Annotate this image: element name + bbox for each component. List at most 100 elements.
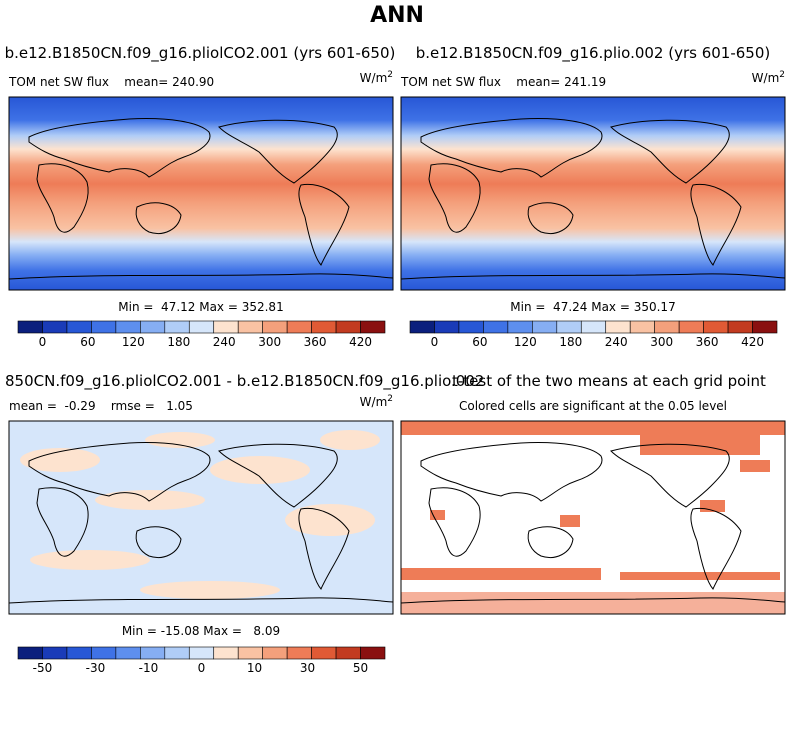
map-frame (8, 96, 394, 291)
map-frame (400, 420, 786, 615)
panel-title: b.e12.B1850CN.f09_g16.pliolCO2.001 (yrs … (5, 44, 396, 63)
colorbar-swatch (188, 646, 215, 660)
panel-title: 850CN.f09_g16.pliolCO2.001 - b.e12.B1850… (5, 372, 484, 391)
colorbar-label: 240 (605, 335, 628, 349)
colorbar-label: -50 (33, 661, 53, 675)
colorbar-swatch (66, 646, 92, 660)
map-field (9, 97, 393, 290)
colorbar-swatch (360, 320, 386, 334)
colorbar-swatch (164, 646, 190, 660)
colorbar-swatch (140, 320, 166, 334)
map-panel (400, 420, 786, 615)
colorbar-swatch (213, 320, 239, 334)
colorbar-swatch (335, 320, 361, 334)
colorbar-label: 360 (696, 335, 719, 349)
panel-title: t-test of the two means at each grid poi… (452, 372, 766, 390)
units-exponent: 2 (387, 394, 393, 404)
colorbar-swatch (115, 320, 141, 334)
colorbar-swatch (213, 646, 239, 660)
colorbar-swatch (140, 646, 166, 660)
colorbar-swatch (532, 320, 558, 334)
colorbar-label: 240 (213, 335, 236, 349)
colorbar-swatch (507, 320, 533, 334)
colorbar-swatch (237, 320, 263, 334)
colorbar-swatch (17, 320, 43, 334)
colorbar-label: -30 (86, 661, 106, 675)
colorbar-swatch (66, 320, 92, 334)
colorbar-swatch (678, 320, 704, 334)
colorbar-swatch (188, 320, 215, 334)
min-max: Min = -15.08 Max = 8.09 (122, 624, 280, 638)
colorbar-label: 60 (80, 335, 95, 349)
units-base: W/m (360, 71, 388, 85)
colorbar-swatch (91, 646, 117, 660)
colorbar-swatch (752, 320, 778, 334)
colorbar-swatch (91, 320, 117, 334)
colorbar-swatch (483, 320, 509, 334)
colorbar-swatch (42, 320, 68, 334)
colorbar-swatch (262, 320, 288, 334)
units: W/m2 (752, 70, 785, 85)
colorbar-swatch (17, 646, 43, 660)
colorbar-label: 120 (122, 335, 145, 349)
colorbar-swatch (703, 320, 729, 334)
colorbar-label: 0 (431, 335, 439, 349)
panel-header: TOM net SW flux mean= 241.19 (400, 75, 606, 89)
colorbar-swatch (311, 646, 337, 660)
colorbar-label: 300 (258, 335, 281, 349)
colorbar-swatch (434, 320, 460, 334)
min-max: Min = 47.12 Max = 352.81 (118, 300, 283, 314)
colorbar-swatch (115, 646, 141, 660)
panel-subtitle: Colored cells are significant at the 0.0… (459, 399, 727, 413)
colorbar-label: 0 (198, 661, 206, 675)
colorbar-swatch (42, 646, 68, 660)
panel-header: TOM net SW flux mean= 240.90 (8, 75, 214, 89)
colorbar-swatch (556, 320, 582, 334)
panel-header: mean = -0.29 rmse = 1.05 (9, 399, 193, 413)
panel-title: b.e12.B1850CN.f09_g16.plio.002 (yrs 601-… (416, 44, 771, 63)
units-exponent: 2 (779, 70, 785, 80)
colorbar-swatch (286, 320, 312, 334)
colorbar-swatch (286, 646, 312, 660)
min-max: Min = 47.24 Max = 350.17 (510, 300, 675, 314)
colorbar-label: 300 (650, 335, 673, 349)
colorbar-label: 10 (247, 661, 262, 675)
colorbar-swatch (727, 320, 753, 334)
units: W/m2 (360, 70, 393, 85)
map-panel (400, 96, 786, 291)
figure-title: ANN (370, 3, 424, 28)
colorbar-label: 120 (514, 335, 537, 349)
colorbar-label: 180 (167, 335, 190, 349)
map-field (401, 97, 785, 290)
units-exponent: 2 (387, 70, 393, 80)
colorbar-label: 50 (353, 661, 368, 675)
colorbar-swatch (335, 646, 361, 660)
colorbar-swatch (580, 320, 607, 334)
colorbar-label: 420 (741, 335, 764, 349)
colorbar-swatch (237, 646, 263, 660)
colorbar-swatch (605, 320, 631, 334)
colorbar-swatch (629, 320, 655, 334)
colorbar-swatch (360, 646, 386, 660)
colorbar-label: 60 (472, 335, 487, 349)
map-frame (400, 96, 786, 291)
colorbar-label: -10 (139, 661, 159, 675)
colorbar-swatch (458, 320, 484, 334)
colorbar-label: 360 (304, 335, 327, 349)
colorbar-swatch (262, 646, 288, 660)
units: W/m2 (360, 394, 393, 409)
colorbar-label: 30 (300, 661, 315, 675)
colorbar-swatch (409, 320, 435, 334)
map-panel (8, 96, 394, 291)
colorbar-swatch (311, 320, 337, 334)
colorbar-label: 0 (39, 335, 47, 349)
units-base: W/m (752, 71, 780, 85)
map-panel (8, 420, 394, 615)
colorbar-swatch (164, 320, 190, 334)
units-base: W/m (360, 395, 388, 409)
colorbar-swatch (654, 320, 680, 334)
colorbar-label: 180 (559, 335, 582, 349)
map-frame (8, 420, 394, 615)
colorbar-label: 420 (349, 335, 372, 349)
